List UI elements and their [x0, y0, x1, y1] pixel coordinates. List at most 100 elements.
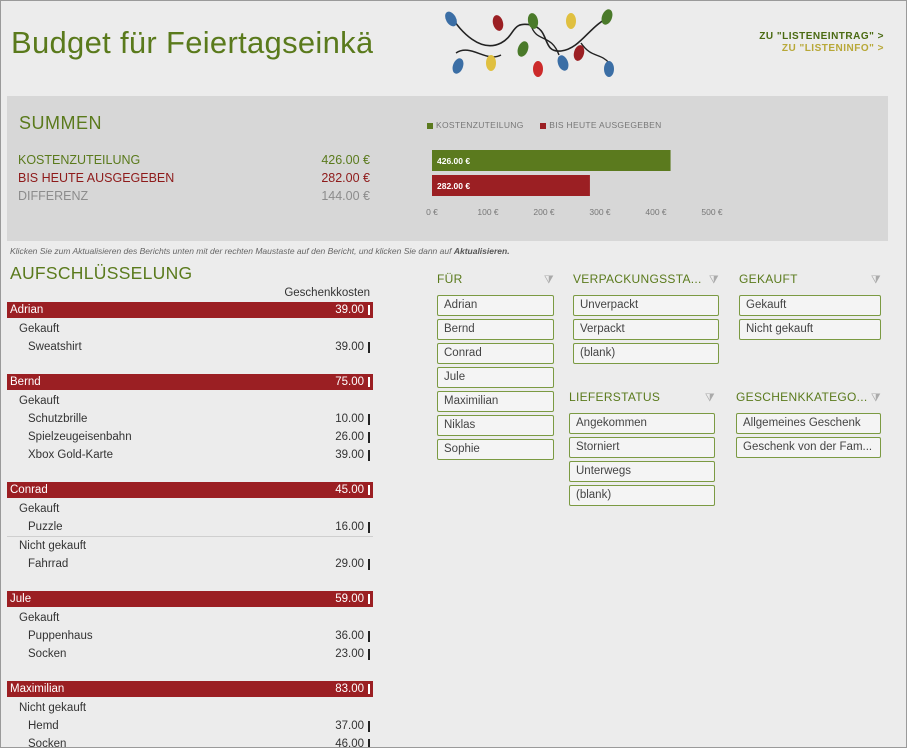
pivot-group-row[interactable]: Jule 59.00 [7, 591, 373, 607]
breakdown-title: AUFSCHLÜSSELUNG [10, 263, 193, 283]
link-listeneintrag[interactable]: ZU "LISTENEINTRAG" > [759, 31, 884, 42]
slicer-item[interactable]: Niklas [437, 415, 554, 436]
pivot-item-row[interactable]: Hemd 37.00 [7, 717, 373, 735]
slicer-item[interactable]: Geschenk von der Fam... [736, 437, 881, 458]
chart-bar[interactable] [432, 150, 671, 171]
row-amount: 37.00 [335, 720, 364, 732]
databar-marker [368, 522, 370, 533]
clear-filter-icon[interactable]: ⧩ [704, 392, 715, 404]
slicer-title: FÜR [437, 272, 463, 286]
pivot-group-row[interactable]: Maximilian 83.00 [7, 681, 373, 697]
slicer-item[interactable]: Verpackt [573, 319, 719, 340]
pivot-item-row[interactable]: Puzzle 16.00 [7, 518, 373, 536]
slicer-lieferstatus: LIEFERSTATUS ⧩ Angekommen Storniert Unterweg… [569, 390, 715, 506]
x-tick-label: 0 € [426, 207, 438, 217]
pivot-group-row[interactable]: Adrian 39.00 [7, 302, 373, 318]
bar-data-label: 282.00 € [437, 181, 470, 191]
row-amount: 83.00 [335, 683, 364, 695]
summary-label: BIS HEUTE AUSGEGEBEN [18, 171, 175, 185]
slicer-item[interactable]: Angekommen [569, 413, 715, 434]
summary-value: 426.00 € [321, 153, 370, 167]
pivot-item-row[interactable]: Socken 46.00 [7, 735, 373, 748]
slicer-item[interactable]: Gekauft [739, 295, 881, 316]
x-tick-label: 200 € [533, 207, 555, 217]
slicer-item[interactable]: Sophie [437, 439, 554, 460]
clear-filter-icon[interactable]: ⧩ [543, 274, 554, 286]
hint-text: Klicken Sie zum Aktualisieren des Berich… [10, 246, 452, 256]
pivot-status-row[interactable]: Nicht gekauft [7, 536, 373, 555]
slicer-item[interactable]: Adrian [437, 295, 554, 316]
clear-filter-icon[interactable]: ⧩ [870, 274, 881, 286]
row-label: Puppenhaus [28, 630, 93, 642]
row-amount: 59.00 [335, 593, 364, 605]
link-listeninfo[interactable]: ZU "LISTENINFO" > [781, 43, 884, 54]
row-label: Spielzeugeisenbahn [28, 431, 132, 443]
databar-marker [368, 305, 370, 315]
clear-filter-icon[interactable]: ⧩ [708, 274, 719, 286]
row-amount: 23.00 [335, 648, 364, 660]
slicer-item[interactable]: Storniert [569, 437, 715, 458]
slicer-item[interactable]: Nicht gekauft [739, 319, 881, 340]
pivot-item-row[interactable]: Fahrrad 29.00 [7, 555, 373, 573]
slicer-item[interactable]: Maximilian [437, 391, 554, 412]
x-tick-label: 100 € [477, 207, 499, 217]
row-amount: 46.00 [335, 738, 364, 748]
pivot-table[interactable]: Adrian 39.00 Gekauft Sweatshirt 39.00 Bernd 75… [7, 302, 373, 748]
christmas-lights-icon [445, 9, 614, 77]
slicer-title: VERPACKUNGSSTA... [573, 272, 702, 286]
databar-marker [368, 432, 370, 443]
row-label: Gekauft [19, 323, 60, 335]
row-spacer [7, 663, 373, 681]
pivot-group-row[interactable]: Bernd 75.00 [7, 374, 373, 390]
slicer-item[interactable]: Bernd [437, 319, 554, 340]
slicer-item[interactable]: Jule [437, 367, 554, 388]
clear-filter-icon[interactable]: ⧩ [870, 392, 881, 404]
legend-swatch [427, 122, 433, 129]
pivot-item-row[interactable]: Puppenhaus 36.00 [7, 627, 373, 645]
row-label: Conrad [10, 484, 48, 496]
slicer-item[interactable]: Conrad [437, 343, 554, 364]
summary-panel: SUMMEN KOSTENZUTEILUNG 426.00 € BIS HEUT… [7, 96, 888, 241]
slicer-item[interactable]: Unterwegs [569, 461, 715, 482]
pivot-item-row[interactable]: Sweatshirt 39.00 [7, 338, 373, 356]
row-label: Jule [10, 593, 32, 605]
slicer-title: GEKAUFT [739, 272, 798, 286]
row-label: Gekauft [19, 503, 60, 515]
pivot-item-row[interactable]: Socken 23.00 [7, 645, 373, 663]
databar-marker [368, 739, 370, 747]
slicer-header: VERPACKUNGSSTA... ⧩ [573, 272, 719, 292]
databar-marker [368, 559, 370, 570]
row-label: Fahrrad [28, 558, 69, 570]
databar-marker [368, 594, 370, 604]
slicer-item[interactable]: Allgemeines Geschenk [736, 413, 881, 434]
pivot-status-row[interactable]: Nicht gekauft [7, 699, 373, 717]
pivot-status-row[interactable]: Gekauft [7, 392, 373, 410]
row-label: Xbox Gold-Karte [28, 449, 114, 461]
chart-bar[interactable] [432, 175, 590, 196]
slicer-item[interactable]: (blank) [573, 343, 719, 364]
nav-links: ZU "LISTENEINTRAG" > ZU "LISTENINFO" > [759, 31, 884, 55]
row-amount: 45.00 [335, 484, 364, 496]
chart-legend: KOSTENZUTEILUNG BIS HEUTE AUSGEGEBEN [427, 120, 676, 130]
pivot-item-row[interactable]: Xbox Gold-Karte 39.00 [7, 446, 373, 464]
databar-marker [368, 377, 370, 387]
hint-action: Aktualisieren. [453, 246, 510, 256]
pivot-status-row[interactable]: Gekauft [7, 500, 373, 518]
legend-swatch [540, 122, 547, 129]
slicer-item[interactable]: Unverpackt [573, 295, 719, 316]
pivot-item-row[interactable]: Schutzbrille 10.00 [7, 410, 373, 428]
pivot-group-row[interactable]: Conrad 45.00 [7, 482, 373, 498]
summary-value: 144.00 € [321, 189, 370, 203]
summary-bar-chart[interactable]: 426.00 € 282.00 € 0 € 100 € 200 € 300 € 400 € 5… [422, 144, 742, 224]
legend-item-spent: BIS HEUTE AUSGEGEBEN [540, 120, 661, 130]
x-tick-label: 400 € [645, 207, 667, 217]
slicer-fuer: FÜR ⧩ Adrian Bernd Conrad Jule Maximilian Nikla… [437, 272, 554, 460]
slicer-verpackungsstatus: VERPACKUNGSSTA... ⧩ Unverpackt Verpackt (bla… [573, 272, 719, 364]
pivot-status-row[interactable]: Gekauft [7, 320, 373, 338]
slicer-item[interactable]: (blank) [569, 485, 715, 506]
pivot-item-row[interactable]: Spielzeugeisenbahn 26.00 [7, 428, 373, 446]
x-tick-label: 300 € [589, 207, 611, 217]
summary-label: DIFFERENZ [18, 189, 89, 203]
pivot-status-row[interactable]: Gekauft [7, 609, 373, 627]
row-spacer [7, 573, 373, 591]
